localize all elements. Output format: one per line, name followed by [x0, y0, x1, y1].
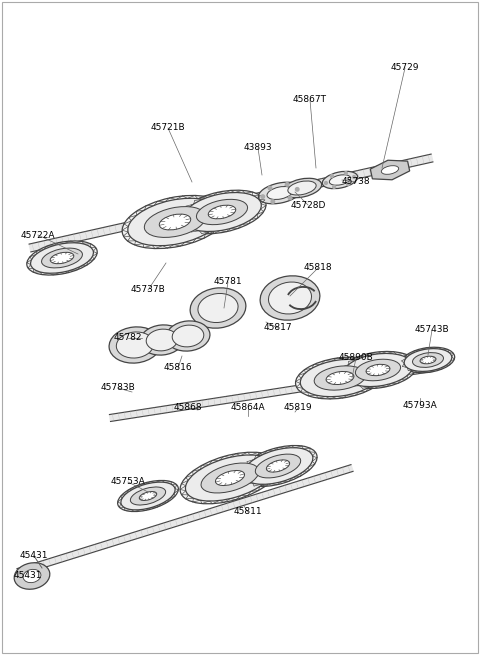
Ellipse shape	[201, 463, 259, 493]
Text: 43893: 43893	[244, 143, 272, 153]
Ellipse shape	[116, 332, 154, 358]
Ellipse shape	[180, 452, 280, 504]
Circle shape	[268, 186, 272, 190]
Ellipse shape	[14, 563, 50, 590]
Ellipse shape	[146, 329, 178, 351]
Text: 45890B: 45890B	[338, 354, 373, 362]
Polygon shape	[371, 160, 409, 179]
Ellipse shape	[420, 356, 436, 364]
Text: 45818: 45818	[304, 263, 332, 272]
Text: 45782: 45782	[114, 333, 142, 343]
Text: 45722A: 45722A	[21, 231, 55, 240]
Text: 45867T: 45867T	[293, 96, 327, 105]
Ellipse shape	[172, 325, 204, 347]
Text: 45431: 45431	[14, 571, 42, 580]
Ellipse shape	[50, 252, 74, 264]
Text: 45816: 45816	[164, 364, 192, 373]
Polygon shape	[17, 464, 353, 575]
Ellipse shape	[144, 206, 205, 237]
Ellipse shape	[131, 487, 166, 505]
Ellipse shape	[208, 205, 236, 219]
Ellipse shape	[185, 455, 275, 501]
Ellipse shape	[198, 293, 238, 322]
Ellipse shape	[322, 172, 358, 189]
Circle shape	[333, 185, 336, 189]
Circle shape	[286, 183, 289, 186]
Text: 45864A: 45864A	[231, 403, 265, 413]
Ellipse shape	[404, 348, 452, 371]
Ellipse shape	[412, 352, 444, 367]
Ellipse shape	[139, 491, 156, 500]
Text: 45728D: 45728D	[290, 200, 326, 210]
Ellipse shape	[122, 195, 228, 248]
Ellipse shape	[355, 359, 401, 381]
Ellipse shape	[255, 454, 300, 478]
Text: 45819: 45819	[284, 403, 312, 413]
Circle shape	[271, 200, 275, 203]
Text: 45783B: 45783B	[101, 383, 135, 392]
Text: 45431: 45431	[20, 552, 48, 561]
Text: 45743B: 45743B	[415, 326, 449, 335]
Ellipse shape	[42, 248, 83, 268]
Text: 45721B: 45721B	[151, 124, 185, 132]
Circle shape	[324, 181, 327, 185]
Circle shape	[261, 195, 264, 198]
Ellipse shape	[260, 276, 320, 320]
Ellipse shape	[366, 364, 390, 376]
Ellipse shape	[300, 360, 380, 397]
Circle shape	[345, 172, 348, 174]
Ellipse shape	[401, 347, 455, 373]
Text: 45781: 45781	[214, 278, 242, 286]
Circle shape	[296, 187, 299, 191]
Text: 45811: 45811	[234, 508, 262, 517]
Polygon shape	[109, 365, 432, 421]
Ellipse shape	[258, 182, 301, 204]
Ellipse shape	[288, 181, 316, 195]
Ellipse shape	[216, 470, 244, 485]
Ellipse shape	[23, 569, 41, 583]
Ellipse shape	[109, 327, 161, 363]
Ellipse shape	[268, 282, 312, 314]
Text: 45737B: 45737B	[131, 286, 166, 295]
Ellipse shape	[314, 366, 366, 390]
Ellipse shape	[128, 198, 222, 246]
Text: 45738: 45738	[342, 178, 370, 187]
Circle shape	[330, 175, 333, 178]
Ellipse shape	[243, 448, 313, 484]
Text: 45868: 45868	[174, 403, 202, 413]
Ellipse shape	[121, 482, 175, 510]
Ellipse shape	[118, 481, 179, 512]
Text: 45793A: 45793A	[403, 400, 437, 409]
Ellipse shape	[381, 166, 399, 174]
Ellipse shape	[239, 445, 317, 487]
Text: 45753A: 45753A	[110, 477, 145, 487]
Circle shape	[288, 196, 292, 200]
Ellipse shape	[140, 325, 184, 355]
Ellipse shape	[159, 214, 191, 230]
Circle shape	[347, 183, 349, 185]
Ellipse shape	[166, 321, 210, 351]
Text: 45817: 45817	[264, 324, 292, 333]
Ellipse shape	[266, 460, 289, 472]
Ellipse shape	[190, 288, 246, 328]
Ellipse shape	[339, 352, 417, 388]
Ellipse shape	[326, 371, 354, 384]
Ellipse shape	[27, 241, 97, 275]
Ellipse shape	[329, 175, 350, 185]
Ellipse shape	[196, 199, 248, 225]
Ellipse shape	[31, 243, 94, 273]
Polygon shape	[29, 154, 433, 252]
Ellipse shape	[282, 178, 322, 198]
Ellipse shape	[183, 193, 261, 231]
Ellipse shape	[343, 354, 413, 386]
Ellipse shape	[267, 187, 293, 200]
Ellipse shape	[296, 357, 384, 399]
Circle shape	[353, 176, 356, 178]
Text: 45729: 45729	[391, 64, 419, 73]
Ellipse shape	[178, 190, 266, 234]
